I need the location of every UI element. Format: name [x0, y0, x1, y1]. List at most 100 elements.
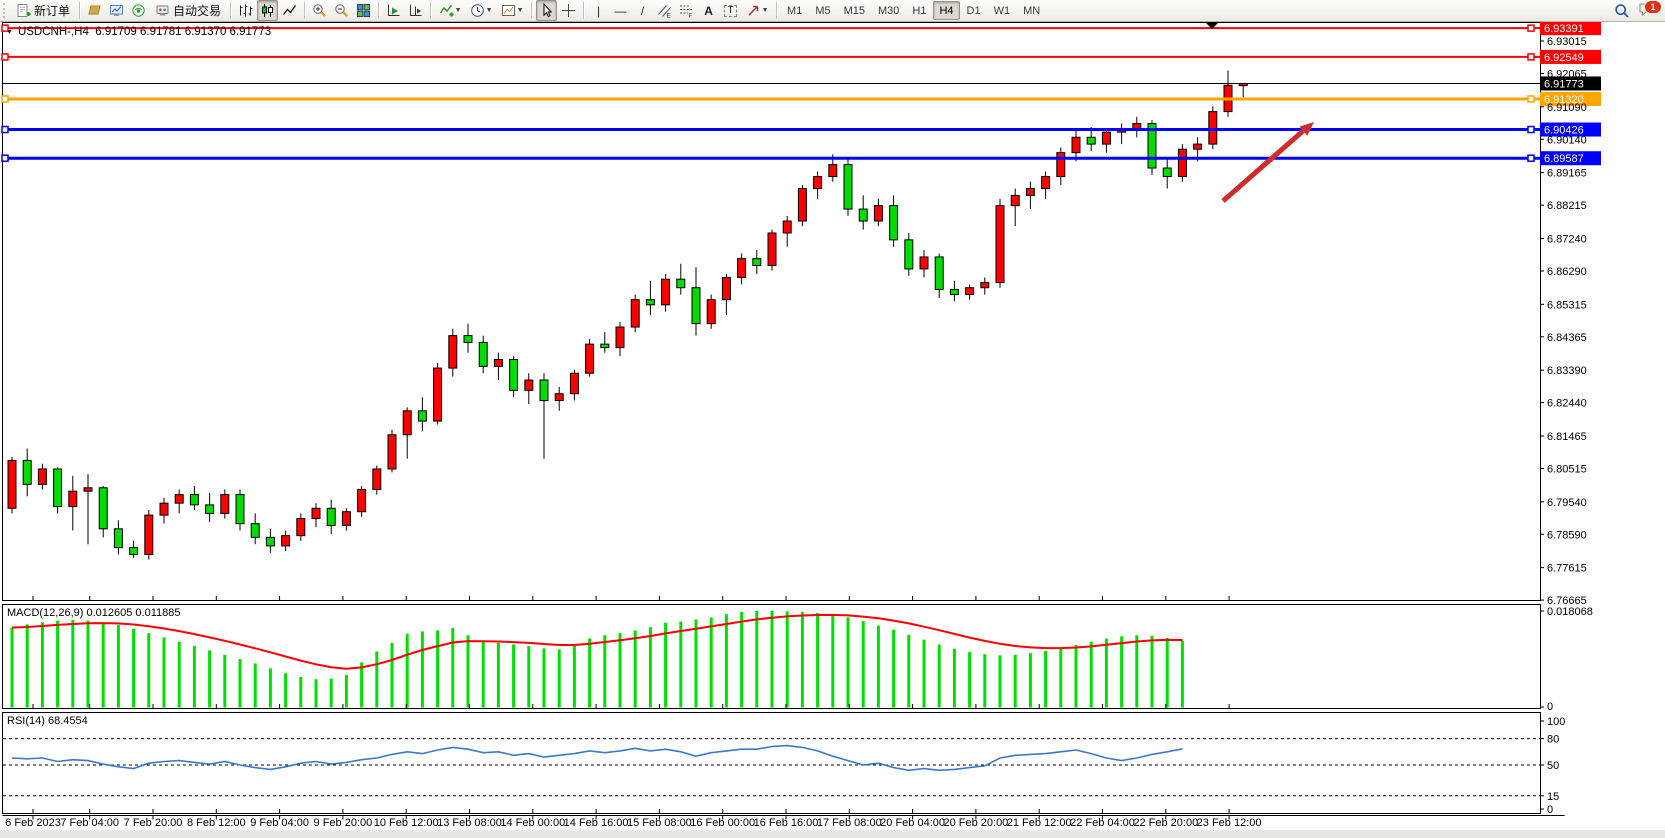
- toolbar-right: 1: [1611, 0, 1665, 21]
- time-label: 8 Feb 12:00: [187, 817, 246, 829]
- chart-shift-marker: [1206, 23, 1218, 29]
- fibonacci-tool[interactable]: F: [676, 0, 697, 21]
- candle-body: [721, 276, 731, 301]
- horizontal-line-tool[interactable]: —: [610, 0, 631, 21]
- line-handle[interactable]: [1527, 95, 1535, 103]
- price-badge-label: 6.91773: [1544, 78, 1584, 90]
- price-tick-label: 6.87240: [1547, 233, 1587, 245]
- candle-body: [7, 459, 17, 509]
- arrows-tool[interactable]: ▼: [742, 0, 772, 21]
- tile-windows-icon[interactable]: [353, 0, 374, 21]
- line-chart-icon[interactable]: [279, 0, 300, 21]
- line-handle[interactable]: [1527, 154, 1535, 162]
- journal-button[interactable]: [84, 0, 105, 21]
- candle-body: [539, 379, 549, 402]
- separator: [79, 2, 81, 19]
- candle-body: [569, 372, 579, 395]
- cursor-tool[interactable]: [536, 0, 558, 21]
- time-label: 23 Feb 12:00: [1197, 817, 1262, 829]
- one-click-trading-arrow[interactable]: ▼: [6, 28, 13, 36]
- timeframe-h1[interactable]: H1: [912, 4, 927, 17]
- rsi-axis-label: 50: [1547, 760, 1559, 772]
- timeframe-w1[interactable]: W1: [993, 4, 1011, 17]
- channel-icon: E: [658, 5, 671, 18]
- channel-tool[interactable]: E: [654, 0, 675, 21]
- svg-text:F: F: [689, 14, 693, 19]
- line-handle[interactable]: [1527, 53, 1535, 61]
- candle-body: [995, 205, 1005, 284]
- line-handle[interactable]: [1, 53, 9, 61]
- line-handle[interactable]: [1527, 125, 1535, 134]
- price-tick-label: 6.93015: [1547, 36, 1587, 48]
- new-order-icon: [17, 4, 31, 17]
- timeframe-mn[interactable]: MN: [1023, 4, 1041, 17]
- main-panel-frame: [2, 22, 1541, 601]
- candle-body: [1041, 176, 1051, 190]
- crosshair-tool[interactable]: [558, 0, 579, 21]
- candle-body: [53, 468, 63, 508]
- candle-body: [1056, 152, 1066, 178]
- timeframe-m1[interactable]: M1: [787, 4, 803, 17]
- time-label: 13 Feb 08:00: [437, 817, 502, 829]
- signals-button[interactable]: [128, 0, 149, 21]
- crosshair-icon: [562, 4, 576, 17]
- periods-button[interactable]: ▼: [466, 0, 496, 21]
- trendline-icon: /: [640, 3, 645, 18]
- trendline-tool[interactable]: /: [632, 0, 653, 21]
- price-badge: [1540, 151, 1601, 166]
- market-watch-icon: [110, 5, 124, 16]
- zoom-in-icon[interactable]: [309, 0, 330, 21]
- time-label: 22 Feb 04:00: [1070, 817, 1135, 829]
- candle-body: [357, 488, 367, 513]
- candle-body: [250, 523, 260, 538]
- timeframe-h4[interactable]: H4: [933, 1, 960, 20]
- candle-body: [813, 176, 823, 190]
- search-button[interactable]: [1611, 0, 1632, 21]
- price-tick-label: 6.88215: [1547, 200, 1587, 212]
- price-tick-label: 6.77615: [1547, 563, 1587, 575]
- auto-trading-button[interactable]: 自动交易: [150, 0, 226, 21]
- zoom-out-icon[interactable]: [331, 0, 352, 21]
- bar-chart-icon[interactable]: [235, 0, 256, 21]
- line-handle[interactable]: [1527, 24, 1535, 32]
- rsi-line: [11, 744, 1183, 772]
- indicators-button[interactable]: ▼: [435, 0, 465, 21]
- candle-body: [904, 239, 914, 270]
- candle-body: [493, 359, 503, 367]
- candle-body: [797, 188, 807, 222]
- text-tool[interactable]: A: [698, 0, 719, 21]
- candle-body: [1193, 143, 1203, 150]
- trend-arrow-shaft[interactable]: [1221, 129, 1305, 203]
- chat-button[interactable]: 1: [1638, 0, 1662, 20]
- line-handle[interactable]: [1, 154, 9, 162]
- chart-shift-icon[interactable]: [405, 0, 426, 21]
- candle-body: [980, 282, 990, 289]
- candle-body: [22, 459, 32, 485]
- templates-button[interactable]: ▼: [497, 0, 527, 21]
- price-badge-label: 6.93391: [1544, 23, 1584, 35]
- timeframe-d1[interactable]: D1: [966, 4, 981, 17]
- vertical-line-tool[interactable]: |: [588, 0, 609, 21]
- candle-body: [311, 507, 321, 520]
- candle-body: [737, 258, 747, 278]
- trend-arrow-head[interactable]: [1299, 122, 1315, 136]
- price-tick-label: 6.85315: [1547, 299, 1587, 311]
- price-badge-label: 6.91320: [1544, 94, 1584, 106]
- line-handle[interactable]: [1, 125, 9, 134]
- line-handle[interactable]: [1, 95, 9, 103]
- market-watch-button[interactable]: [106, 0, 127, 21]
- line-handle[interactable]: [1, 24, 9, 32]
- timeframe-m15[interactable]: M15: [843, 4, 865, 17]
- candle-body: [630, 299, 640, 328]
- timeframe-m30[interactable]: M30: [878, 4, 900, 17]
- auto-scroll-icon[interactable]: [383, 0, 404, 21]
- new-order-button[interactable]: 新订单: [11, 0, 75, 21]
- text-label-tool[interactable]: T: [720, 0, 741, 21]
- candle-body: [1086, 136, 1096, 145]
- candle-body: [83, 487, 93, 492]
- vertical-line-icon: |: [596, 3, 601, 18]
- candlestick-chart-icon[interactable]: [257, 0, 279, 21]
- timeframe-m5[interactable]: M5: [815, 4, 831, 17]
- time-label: 22 Feb 20:00: [1133, 817, 1198, 829]
